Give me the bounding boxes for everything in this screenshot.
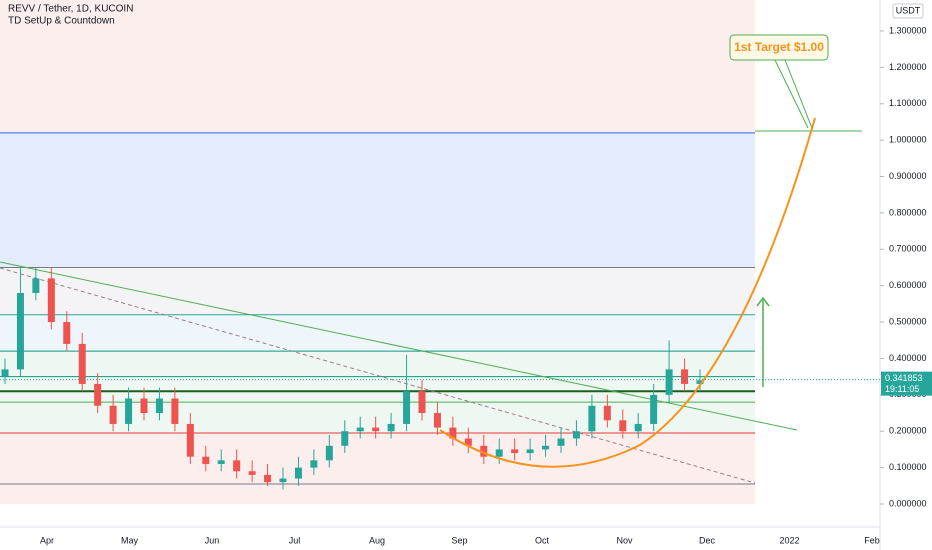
y-tick-label: 0.900000: [889, 171, 927, 181]
level-band: [0, 132, 755, 268]
x-tick-label: Apr: [40, 535, 54, 545]
arrow-head: [756, 296, 770, 307]
level-band: [0, 483, 755, 504]
y-tick-label: 0.500000: [889, 316, 927, 326]
candle-body: [16, 292, 24, 370]
candle-body: [403, 391, 411, 424]
candle-body: [696, 380, 704, 384]
x-tick-label: Aug: [369, 535, 385, 545]
candle-body: [47, 278, 55, 323]
y-tick-label: 1.100000: [889, 98, 927, 108]
candle-body: [603, 405, 611, 421]
level-band: [0, 391, 755, 403]
candle-body: [248, 471, 256, 475]
candle-body: [78, 343, 86, 384]
candle-body: [264, 474, 272, 483]
candle-body: [310, 460, 318, 468]
candle-body: [294, 467, 302, 479]
x-tick-label: Oct: [535, 535, 550, 545]
y-tick-label: 0.800000: [889, 207, 927, 217]
candle-body: [372, 427, 380, 432]
level-band: [0, 267, 755, 315]
candle-body: [155, 398, 163, 414]
callout-line: [784, 59, 813, 129]
top-band: [0, 0, 755, 133]
candle-body: [557, 438, 565, 446]
candle-body: [217, 460, 225, 464]
y-tick-label: 0.400000: [889, 353, 927, 363]
annotation: 1st Target $1.00: [734, 40, 824, 54]
cup-curve: [439, 117, 816, 468]
x-tick-label: Sep: [451, 535, 467, 545]
candle-body: [202, 456, 210, 464]
x-tick-label: Jun: [205, 535, 220, 545]
currency: USDT: [896, 5, 921, 15]
currency-box[interactable]: [892, 3, 924, 19]
y-tick-label: 1.300000: [889, 25, 927, 35]
x-tick-label: Nov: [616, 535, 633, 545]
candle-body: [542, 445, 550, 450]
level-band: [0, 433, 755, 484]
x-tick-label: Feb: [864, 535, 880, 545]
candle-body: [32, 278, 40, 293]
candle-body: [526, 449, 534, 454]
candle-body: [572, 431, 580, 439]
candle-body: [495, 449, 503, 457]
y-tick-label: 0.100000: [889, 462, 927, 472]
y-tick-label: 0.000000: [889, 498, 927, 508]
candle-body: [449, 427, 457, 439]
level-band: [0, 351, 755, 377]
candle-body: [356, 427, 364, 432]
candle-body: [681, 369, 689, 384]
candle-body: [588, 405, 596, 432]
callout-line: [774, 59, 809, 129]
candle-body: [418, 391, 426, 414]
candle-body: [63, 322, 71, 344]
x-tick-label: Dec: [699, 535, 716, 545]
candle-body: [634, 423, 642, 432]
y-tick-label: 0.700000: [889, 244, 927, 254]
y-tick-label: 0.600000: [889, 280, 927, 290]
countdown: 19:11:05: [885, 384, 919, 394]
candle-body: [325, 445, 333, 461]
candle-body: [186, 423, 194, 457]
candle-body: [650, 394, 658, 424]
candle-body: [279, 478, 287, 483]
annotation-box: [729, 34, 829, 61]
candle-body: [1, 369, 9, 377]
x-tick-label: May: [121, 535, 139, 545]
candle-body: [511, 449, 519, 454]
candle-body: [480, 445, 488, 457]
candle-body: [125, 398, 133, 424]
candle-body: [619, 420, 627, 432]
last-price-tag: [881, 371, 932, 396]
candle-body: [171, 398, 179, 424]
candle-body: [464, 438, 472, 446]
candle-body: [387, 423, 395, 432]
y-tick-label: 0.200000: [889, 426, 927, 436]
trend-line: [0, 261, 798, 431]
candle-body: [341, 431, 349, 446]
indicator-name: TD SetUp & Countdown: [8, 16, 115, 27]
candle-body: [233, 460, 241, 472]
x-tick-label: Jul: [289, 535, 301, 545]
last-price: 0.341853: [885, 373, 923, 383]
candle-body: [140, 398, 148, 414]
dashed-trend-line: [0, 267, 756, 484]
candle-body: [94, 383, 102, 406]
y-tick-label: 1.200000: [889, 62, 927, 72]
candle-body: [665, 369, 673, 395]
chart-title: REVV / Tether, 1D, KUCOIN: [8, 4, 133, 15]
x-tick-label: 2022: [779, 535, 799, 545]
y-tick-label: 1.000000: [889, 135, 927, 145]
level-band: [0, 314, 755, 352]
candle-body: [433, 413, 441, 428]
candle-body: [109, 405, 117, 424]
level-band: [0, 376, 755, 392]
